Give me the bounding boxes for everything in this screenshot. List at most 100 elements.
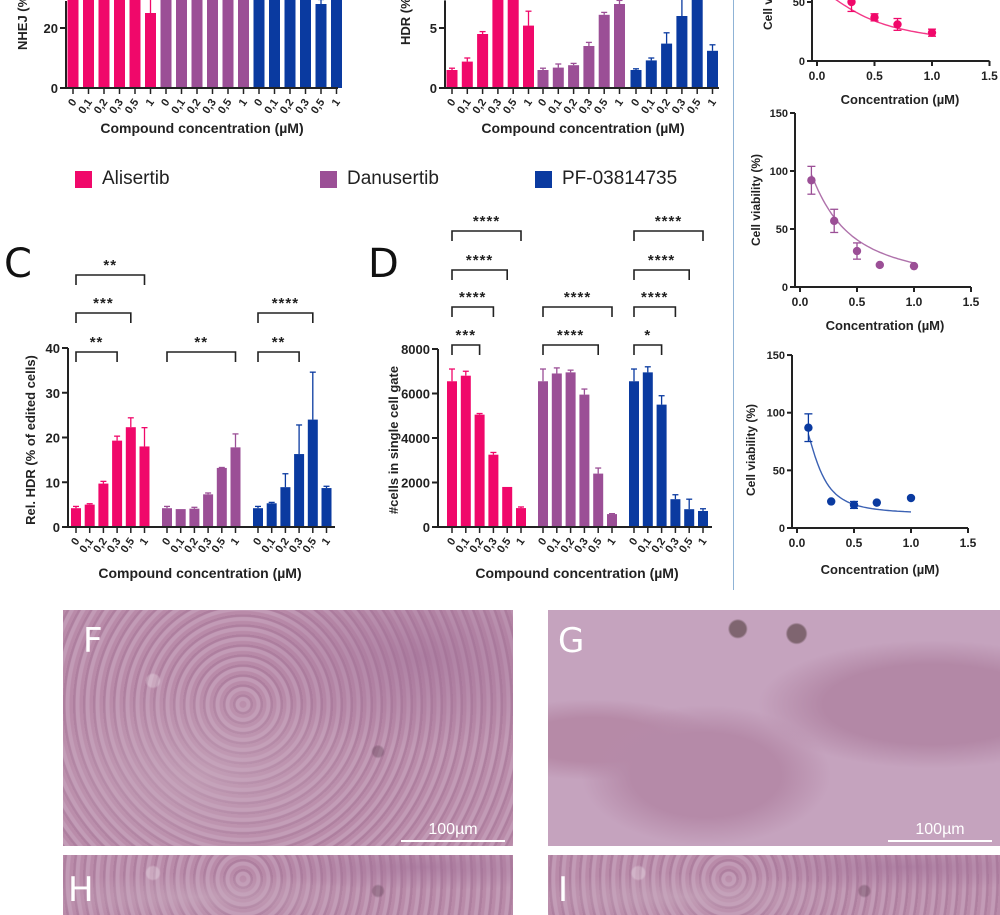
bar: [176, 0, 187, 88]
x-tick-label: 0: [252, 97, 265, 109]
y-tick-label: 0: [53, 520, 60, 535]
bracket-line: [75, 351, 118, 362]
x-tick-label: 0,2: [278, 97, 297, 116]
y-tick-label: 20: [46, 431, 60, 446]
bar-chart-d: 00,10,20,30,5 1***************00,10,20,30…: [386, 213, 712, 581]
significance-label: ****: [473, 213, 500, 230]
scale-bar: 100µm: [888, 821, 992, 842]
bar: [280, 487, 291, 527]
bar: [216, 467, 227, 527]
bar: [112, 440, 123, 527]
dose-response-e1: 0 50 0.0 0.5 1.0 1.5 Concentration (µM) Cell vi…: [761, 0, 998, 107]
y-tick-label: 0: [799, 56, 805, 68]
bracket-line: [542, 306, 613, 317]
bar: [139, 446, 150, 527]
legend-swatch: [320, 170, 337, 188]
significance-label: ****: [557, 327, 584, 344]
bar: [538, 381, 548, 527]
bar: [614, 4, 625, 88]
data-point: [927, 28, 937, 37]
data-point: [909, 261, 919, 271]
significance-label: ****: [459, 289, 486, 306]
x-tick-label: 1.5: [960, 536, 977, 550]
x-tick-label: 0.5: [846, 536, 863, 550]
bar: [630, 70, 642, 88]
bar: [125, 427, 136, 527]
significance-label: *: [644, 327, 651, 344]
bar: [253, 0, 265, 88]
y-tick-label: 150: [770, 108, 788, 120]
bracket-line: [257, 351, 300, 362]
bar-series-alisertib: 00,10,20,30,5 1: [66, 0, 157, 116]
bracket-line: [451, 269, 508, 280]
bar: [707, 50, 718, 88]
y-axis-label: Rel. HDR (% of edited cells): [23, 355, 38, 525]
bar-chart-a: 00,10,20,30,5 1 00,10,20,30,5 1 00,10,20,30,…: [15, 0, 343, 136]
data-point: [830, 216, 839, 226]
significance-bracket: ***: [451, 327, 481, 355]
x-tick-label: 1: [320, 536, 333, 548]
bar: [83, 0, 94, 88]
micrograph-g: G 100µm: [548, 610, 1000, 846]
legend-item-pf03814735: PF-03814735: [535, 168, 677, 190]
bar: [656, 404, 667, 527]
y-axis-label: Cell viability (%): [744, 404, 758, 496]
bracket-line: [75, 274, 146, 285]
bracket-line: [451, 306, 495, 317]
bar: [114, 0, 125, 88]
significance-bracket: *: [633, 327, 663, 355]
significance-label: ***: [456, 327, 477, 344]
legend-swatch: [75, 170, 92, 188]
bar: [691, 0, 703, 88]
y-tick-label: 150: [767, 350, 785, 362]
x-tick-label: 1: [229, 536, 242, 548]
bar: [269, 0, 280, 88]
x-tick-label: 0,5: [301, 536, 320, 555]
y-tick-label: 50: [793, 0, 805, 9]
scale-bar-label: 100µm: [915, 821, 965, 838]
y-tick-label: 100: [767, 408, 785, 420]
bar: [552, 67, 564, 88]
legend-swatch: [535, 170, 552, 188]
x-tick-label: 0,5: [210, 536, 229, 555]
bar: [537, 70, 549, 88]
data-point: [847, 0, 856, 7]
y-tick-label: 0: [779, 523, 785, 535]
bar: [642, 372, 653, 527]
bar: [661, 43, 673, 88]
y-tick-label: 0: [782, 282, 788, 294]
y-tick-label: 4000: [401, 431, 430, 446]
y-tick-label: 10: [46, 475, 60, 490]
y-tick-label: 6000: [401, 387, 430, 402]
significance-bracket: ****: [451, 213, 522, 241]
significance-bracket: ****: [451, 252, 508, 280]
bar: [162, 508, 172, 527]
x-tick-label: 1: [330, 97, 343, 109]
significance-label: ****: [648, 252, 675, 269]
x-tick-label: 0,3: [293, 97, 312, 116]
bracket-line: [633, 306, 677, 317]
x-tick-label: 1.0: [906, 295, 923, 309]
bar: [315, 4, 327, 88]
bar: [175, 509, 186, 527]
x-axis-label: Concentration (µM): [821, 562, 940, 577]
x-tick-label: 0,2: [654, 97, 673, 116]
bar: [676, 16, 688, 88]
bar: [191, 0, 203, 88]
data-point: [872, 498, 881, 507]
y-axis-label: Cell viability (%): [761, 0, 775, 30]
bar: [698, 510, 708, 527]
bracket-line: [542, 344, 599, 355]
micrograph-h: H: [63, 855, 513, 915]
significance-bracket: **: [166, 334, 237, 362]
bar-chart-c: 00,10,20,30,5 1*******00,10,20,30,5 1**00,…: [23, 257, 335, 581]
x-tick-label: 0.0: [792, 295, 809, 309]
x-axis-label: Compound concentration (µM): [475, 565, 678, 581]
x-axis-label: Compound concentration (µM): [481, 120, 684, 136]
bar: [565, 372, 576, 527]
bar: [207, 0, 218, 88]
bar: [447, 381, 457, 527]
x-tick-label: 1: [138, 536, 151, 548]
x-tick-label: 0.0: [809, 69, 826, 83]
bracket-line: [451, 230, 522, 241]
